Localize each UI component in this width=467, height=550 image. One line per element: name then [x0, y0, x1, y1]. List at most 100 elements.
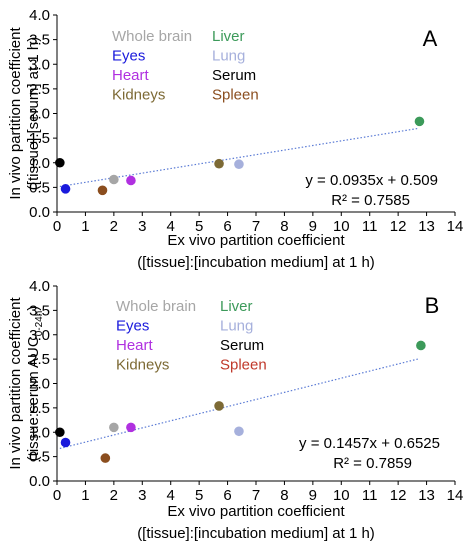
x-tick-label: 6	[223, 218, 231, 235]
panel-label: A	[423, 26, 438, 51]
data-point-lung	[234, 159, 244, 170]
y-tick-label: 3.0	[29, 56, 50, 73]
x-tick-label: 7	[252, 218, 260, 235]
y-tick-label: 2.0	[29, 106, 50, 123]
x-tick-label: 1	[81, 218, 89, 235]
x-tick-label: 4	[167, 218, 175, 235]
x-tick-label: 12	[390, 487, 407, 504]
y-axis-label-subscript: 0-24h	[34, 311, 45, 337]
data-point-lung	[234, 426, 244, 437]
x-tick-label: 12	[390, 218, 407, 235]
legend-entry-spleen: Spleen	[220, 357, 267, 374]
panel-label: B	[425, 293, 440, 318]
x-axis-label: Ex vivo partition coefficient	[167, 232, 345, 249]
legend-entry-heart: Heart	[112, 67, 150, 84]
legend-entry-kidneys: Kidneys	[112, 87, 165, 104]
trendline	[59, 127, 419, 188]
legend-entry-whole-brain: Whole brain	[112, 28, 192, 45]
x-tick-label: 14	[447, 218, 464, 235]
legend-entry-lung: Lung	[212, 48, 245, 65]
data-point-liver	[414, 116, 425, 127]
legend-entry-liver: Liver	[212, 28, 245, 45]
chart-panel-a: 0 1 2 3 4 5 6 7 8 9 10 11 12 13 140.00.51.01.52.02.53.…	[7, 7, 463, 271]
y-tick-label: 4.0	[29, 278, 50, 295]
legend-entry-serum: Serum	[220, 337, 264, 354]
x-tick-label: 10	[333, 218, 350, 235]
x-axis-label-sub: ([tissue]:[incubation medium] at 1 h)	[137, 254, 375, 271]
legend-entry-serum: Serum	[212, 67, 256, 84]
y-axis-label-sub: (tissue:serum AUC0-24h)	[25, 306, 45, 462]
x-tick-label: 11	[362, 218, 378, 235]
y-tick-label: 4.0	[29, 7, 50, 24]
x-tick-label: 2	[110, 487, 118, 504]
data-point-serum	[55, 427, 65, 438]
x-tick-label: 1	[81, 487, 89, 504]
y-axis-label: In vivo partition coefficient	[7, 27, 24, 200]
x-tick-label: 11	[362, 487, 378, 504]
y-tick-label: 1.0	[29, 424, 50, 441]
x-tick-label: 13	[418, 218, 435, 235]
legend-entry-lung: Lung	[220, 318, 253, 335]
data-point-spleen	[100, 453, 111, 463]
legend-entry-spleen: Spleen	[212, 87, 259, 104]
legend-entry-eyes: Eyes	[116, 318, 149, 335]
x-tick-label: 2	[110, 218, 118, 235]
x-tick-label: 10	[333, 487, 350, 504]
chart-panel-b: 0 1 2 3 4 5 6 7 8 9 10 11 12 13 140.00.51.01.52.02.53.…	[7, 278, 463, 542]
data-point-eyes	[60, 437, 71, 448]
x-tick-label: 14	[447, 487, 464, 504]
data-point-heart	[126, 175, 136, 186]
y-axis-label-main: ([tissue]:[serum] at 1 h)	[25, 37, 42, 190]
data-point-liver	[416, 340, 426, 351]
legend-entry-whole-brain: Whole brain	[116, 298, 196, 315]
y-tick-label: 2.5	[29, 351, 50, 368]
data-point-whole-brain	[109, 422, 119, 433]
x-tick-label: 3	[138, 487, 146, 504]
x-tick-label: 5	[195, 218, 203, 235]
data-point-heart	[126, 422, 136, 433]
y-tick-label: 3.5	[29, 32, 50, 49]
y-tick-label: 2.5	[29, 81, 50, 98]
legend-entry-heart: Heart	[116, 337, 154, 354]
x-tick-label: 5	[195, 487, 203, 504]
x-tick-label: 7	[252, 487, 260, 504]
data-point-eyes	[60, 184, 71, 194]
legend-entry-kidneys: Kidneys	[116, 357, 169, 374]
y-tick-label: 3.5	[29, 302, 50, 319]
x-axis-label: Ex vivo partition coefficient	[167, 503, 345, 520]
x-tick-label: 13	[418, 487, 435, 504]
data-point-kidneys	[214, 158, 224, 169]
x-tick-label: 8	[280, 218, 288, 235]
y-tick-label: 2.0	[29, 376, 50, 393]
r-squared-label: R² = 0.7859	[333, 455, 412, 472]
legend-entry-eyes: Eyes	[112, 48, 145, 65]
data-point-kidneys	[214, 401, 224, 411]
x-axis-label-sub: ([tissue]:[incubation medium] at 1 h)	[137, 525, 375, 542]
x-tick-label: 6	[223, 487, 231, 504]
y-axis-label: In vivo partition coefficient	[7, 297, 24, 470]
y-tick-label: 3.0	[29, 327, 50, 344]
y-tick-label: 1.0	[29, 155, 50, 172]
y-axis-label-close: )	[25, 306, 42, 311]
y-axis-label-main: (tissue:serum AUC	[25, 336, 42, 461]
y-axis-label-sub: ([tissue]:[serum] at 1 h)	[25, 37, 42, 190]
y-tick-label: 1.5	[29, 130, 50, 147]
x-tick-label: 9	[309, 487, 317, 504]
trendline-equation: y = 0.1457x + 0.6525	[299, 435, 440, 452]
legend-entry-liver: Liver	[220, 298, 253, 315]
x-tick-label: 3	[138, 218, 146, 235]
x-tick-label: 4	[167, 487, 175, 504]
data-point-serum	[55, 157, 65, 168]
x-tick-label: 0	[53, 487, 61, 504]
data-point-whole-brain	[109, 174, 119, 185]
y-tick-label: 0.5	[29, 179, 50, 196]
r-squared-label: R² = 0.7585	[331, 192, 410, 209]
trendline-equation: y = 0.0935x + 0.509	[305, 172, 438, 189]
y-tick-label: 0.0	[29, 204, 50, 221]
y-tick-label: 0.5	[29, 449, 50, 466]
y-tick-label: 1.5	[29, 400, 50, 417]
x-tick-label: 8	[280, 487, 288, 504]
x-tick-label: 0	[53, 218, 61, 235]
y-tick-label: 0.0	[29, 473, 50, 490]
